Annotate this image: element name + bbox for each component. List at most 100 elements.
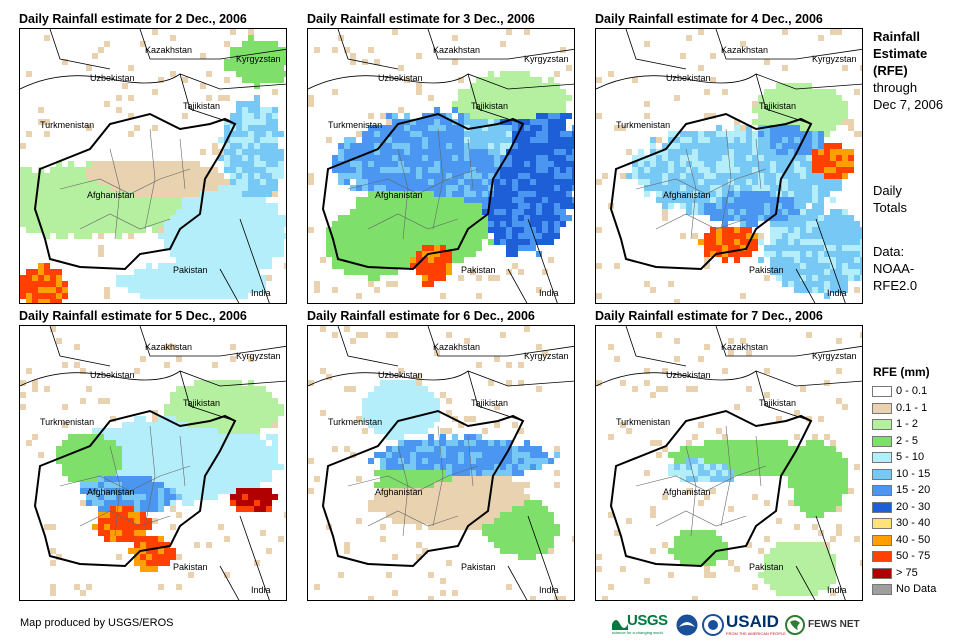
data-line-3: RFE2.0 bbox=[873, 278, 918, 293]
place-label-kazakhstan: Kazakhstan bbox=[721, 45, 769, 55]
legend-swatch bbox=[872, 419, 892, 430]
rainfall-map: Kazakhstan Kyrgyzstan Uzbekistan Tajikistan… bbox=[307, 28, 575, 304]
place-label-turkmenistan: Turkmenistan bbox=[40, 120, 95, 130]
legend-label: No Data bbox=[896, 583, 937, 595]
legend-label: 5 - 10 bbox=[896, 451, 925, 463]
legend-title: RFE (mm) bbox=[873, 365, 930, 379]
place-label-uzbekistan: Uzbekistan bbox=[90, 370, 135, 380]
fews-globe-icon bbox=[785, 615, 805, 635]
place-label-uzbekistan: Uzbekistan bbox=[666, 73, 711, 83]
panel-title: Daily Rainfall estimate for 7 Dec., 2006 bbox=[595, 309, 823, 323]
place-label-kazakhstan: Kazakhstan bbox=[145, 45, 193, 55]
rainfall-map-panel: Daily Rainfall estimate for 4 Dec., 2006… bbox=[595, 12, 863, 308]
place-label-uzbekistan: Uzbekistan bbox=[378, 73, 423, 83]
rainfall-raster bbox=[20, 29, 286, 303]
place-label-kyrgyzstan: Kyrgyzstan bbox=[236, 54, 281, 64]
heading-line-1: Rainfall bbox=[873, 29, 920, 44]
rainfall-map-panel: Daily Rainfall estimate for 6 Dec., 2006… bbox=[307, 309, 575, 605]
legend-swatch bbox=[872, 567, 892, 579]
legend-label: 0.1 - 1 bbox=[896, 401, 928, 414]
place-label-india: India bbox=[827, 288, 847, 298]
place-label-pakistan: Pakistan bbox=[173, 562, 208, 572]
rainfall-map-panel: Daily Rainfall estimate for 2 Dec., 2006… bbox=[19, 12, 287, 308]
usgs-tagline: science for a changing world bbox=[612, 630, 663, 635]
place-label-kyrgyzstan: Kyrgyzstan bbox=[812, 54, 857, 64]
rainfall-map-panel: Daily Rainfall estimate for 5 Dec., 2006… bbox=[19, 309, 287, 605]
place-label-india: India bbox=[251, 288, 271, 298]
place-label-kyrgyzstan: Kyrgyzstan bbox=[524, 351, 569, 361]
place-label-kyrgyzstan: Kyrgyzstan bbox=[236, 351, 281, 361]
rainfall-raster bbox=[596, 326, 862, 600]
rainfall-map-panel: Daily Rainfall estimate for 3 Dec., 2006… bbox=[307, 12, 575, 308]
place-label-india: India bbox=[827, 585, 847, 595]
place-label-pakistan: Pakistan bbox=[461, 562, 496, 572]
place-label-kazakhstan: Kazakhstan bbox=[721, 342, 769, 352]
place-label-tajikistan: Tajikistan bbox=[183, 398, 221, 408]
heading-date: Dec 7, 2006 bbox=[873, 97, 944, 112]
credit-text: Map produced by USGS/EROS bbox=[20, 617, 174, 629]
place-label-afghanistan: Afghanistan bbox=[87, 190, 135, 200]
place-label-uzbekistan: Uzbekistan bbox=[666, 370, 711, 380]
legend-label: 20 - 30 bbox=[896, 500, 931, 513]
doc-seal-logo bbox=[702, 614, 724, 636]
rainfall-map: Kazakhstan Kyrgyzstan Uzbekistan Tajikistan… bbox=[595, 325, 863, 601]
legend-swatch bbox=[872, 534, 892, 546]
fews-wordmark: FEWS NET bbox=[808, 619, 860, 630]
place-label-tajikistan: Tajikistan bbox=[183, 101, 221, 111]
rainfall-raster bbox=[308, 29, 574, 303]
place-label-tajikistan: Tajikistan bbox=[759, 398, 797, 408]
legend-label: 10 - 15 bbox=[896, 467, 931, 480]
place-label-afghanistan: Afghanistan bbox=[87, 487, 135, 497]
legend-swatch bbox=[872, 452, 892, 463]
place-label-turkmenistan: Turkmenistan bbox=[328, 417, 383, 427]
rainfall-raster bbox=[20, 326, 286, 600]
legend-swatch bbox=[872, 485, 892, 496]
place-label-kazakhstan: Kazakhstan bbox=[433, 342, 481, 352]
rainfall-map: Kazakhstan Kyrgyzstan Uzbekistan Tajikistan… bbox=[595, 28, 863, 304]
place-label-kyrgyzstan: Kyrgyzstan bbox=[524, 54, 569, 64]
daily-line-1: Daily bbox=[873, 183, 902, 198]
place-label-turkmenistan: Turkmenistan bbox=[328, 120, 383, 130]
usaid-wordmark: USAID bbox=[726, 612, 779, 631]
place-label-tajikistan: Tajikistan bbox=[471, 101, 509, 111]
legend-heading: Rainfall Estimate (RFE) through Dec 7, 2… bbox=[873, 28, 943, 113]
place-label-pakistan: Pakistan bbox=[461, 265, 496, 275]
legend-swatch bbox=[872, 518, 892, 529]
daily-line-2: Totals bbox=[873, 200, 907, 215]
legend-label: 1 - 2 bbox=[896, 418, 919, 430]
legend-swatch bbox=[872, 501, 892, 513]
place-label-uzbekistan: Uzbekistan bbox=[90, 73, 135, 83]
rainfall-map: Kazakhstan Kyrgyzstan Uzbekistan Tajikistan… bbox=[19, 28, 287, 304]
place-label-india: India bbox=[251, 585, 271, 595]
legend-swatch bbox=[872, 386, 892, 397]
legend-label: 2 - 5 bbox=[896, 434, 919, 447]
place-label-kazakhstan: Kazakhstan bbox=[145, 342, 193, 352]
daily-totals-note: Daily Totals bbox=[873, 182, 907, 216]
usgs-logo: USGS science for a changing world bbox=[612, 612, 674, 638]
usgs-wordmark: USGS bbox=[627, 612, 668, 629]
legend-swatch bbox=[872, 402, 892, 414]
place-label-pakistan: Pakistan bbox=[749, 562, 784, 572]
rainfall-raster bbox=[308, 326, 574, 600]
data-line-2: NOAA- bbox=[873, 261, 915, 276]
rainfall-map-panel: Daily Rainfall estimate for 7 Dec., 2006… bbox=[595, 309, 863, 605]
place-label-afghanistan: Afghanistan bbox=[375, 190, 423, 200]
legend-label: 50 - 75 bbox=[896, 550, 931, 562]
panel-title: Daily Rainfall estimate for 2 Dec., 2006 bbox=[19, 12, 247, 26]
panel-title: Daily Rainfall estimate for 4 Dec., 2006 bbox=[595, 12, 823, 26]
heading-line-3: (RFE) bbox=[873, 63, 908, 78]
legend-label: > 75 bbox=[896, 566, 918, 579]
place-label-pakistan: Pakistan bbox=[173, 265, 208, 275]
legend-swatch bbox=[872, 435, 892, 447]
place-label-kazakhstan: Kazakhstan bbox=[433, 45, 481, 55]
panel-title: Daily Rainfall estimate for 6 Dec., 2006 bbox=[307, 309, 535, 323]
legend-label: 40 - 50 bbox=[896, 533, 931, 546]
rainfall-map: Kazakhstan Kyrgyzstan Uzbekistan Tajikistan… bbox=[19, 325, 287, 601]
legend-swatch bbox=[872, 551, 892, 562]
rainfall-raster bbox=[596, 29, 862, 303]
panel-title: Daily Rainfall estimate for 3 Dec., 2006 bbox=[307, 12, 535, 26]
place-label-uzbekistan: Uzbekistan bbox=[378, 370, 423, 380]
noaa-logo bbox=[676, 614, 698, 636]
usgs-wave-icon bbox=[612, 620, 628, 630]
legend-label: 0 - 0.1 bbox=[896, 385, 928, 397]
